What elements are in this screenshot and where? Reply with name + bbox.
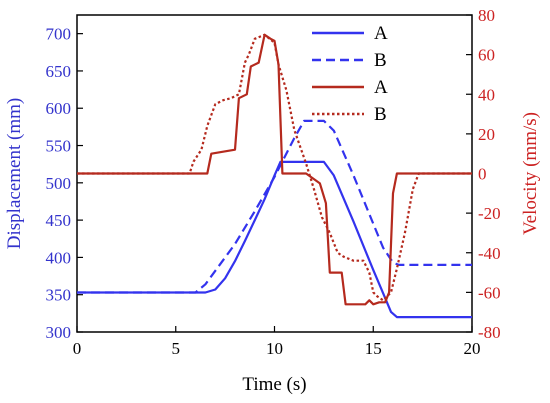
x-tick-label: 15 <box>365 339 382 358</box>
left-y-tick-label: 300 <box>46 323 72 342</box>
right-y-tick-label: -60 <box>478 283 501 302</box>
right-y-tick-label: -40 <box>478 244 501 263</box>
series-line-velocity-b <box>77 33 472 302</box>
right-y-tick-label: 20 <box>478 125 495 144</box>
left-axis-title: Displacement (mm) <box>4 98 25 249</box>
right-axis-title: Velocity (mm/s) <box>520 112 541 235</box>
right-y-tick-label: -80 <box>478 323 501 342</box>
left-y-tick-label: 450 <box>46 211 72 230</box>
series-layer <box>77 33 472 319</box>
x-tick-label: 0 <box>73 339 82 358</box>
left-y-tick-label: 350 <box>46 286 72 305</box>
series-line-displacement-a <box>77 160 472 319</box>
left-y-tick-label: 650 <box>46 62 72 81</box>
left-y-tick-label: 700 <box>46 25 72 44</box>
left-y-tick-label: 550 <box>46 137 72 156</box>
left-y-tick-label: 600 <box>46 99 72 118</box>
axes: 0 5 10 15 20300350400450500550600650700-80-6… <box>46 6 501 358</box>
legend-label: B <box>374 104 387 125</box>
x-tick-label: 10 <box>266 339 283 358</box>
x-tick-label: 5 <box>172 339 181 358</box>
series-line-velocity-a <box>77 33 472 306</box>
legend-label: A <box>374 23 388 44</box>
legend-label: B <box>374 50 387 71</box>
right-y-tick-label: -20 <box>478 204 501 223</box>
left-y-tick-label: 400 <box>46 248 72 267</box>
right-y-tick-label: 40 <box>478 85 495 104</box>
left-y-tick-label: 500 <box>46 174 72 193</box>
x-axis-title: Time (s) <box>242 374 306 395</box>
series-line-displacement-b <box>77 119 472 294</box>
right-y-tick-label: 0 <box>478 165 487 184</box>
right-y-tick-label: 60 <box>478 46 495 65</box>
right-y-tick-label: 80 <box>478 6 495 25</box>
x-tick-label: 20 <box>464 339 481 358</box>
legend-label: A <box>374 77 388 98</box>
